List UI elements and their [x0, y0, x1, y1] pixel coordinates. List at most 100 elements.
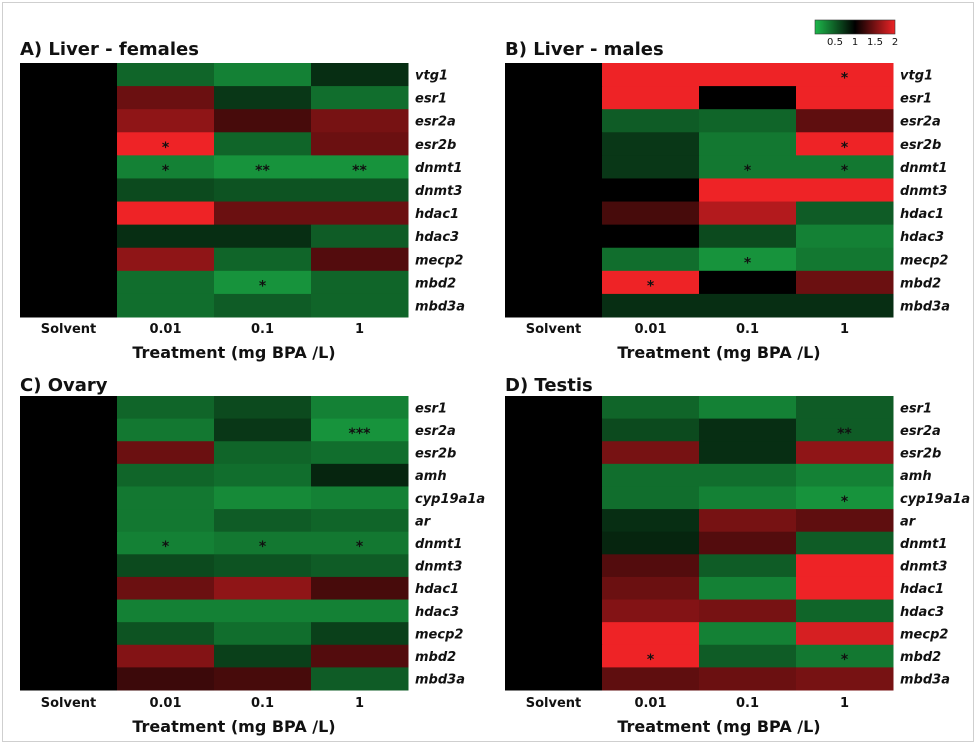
x-tick-label: 0.01: [149, 322, 181, 337]
legend-tick-label: 1: [852, 37, 858, 48]
heatmap-cell: [214, 247, 312, 272]
heatmap-cell: [214, 463, 312, 487]
heatmap-cell: [602, 554, 700, 578]
gene-label: ar: [415, 514, 432, 529]
heatmap-cell: [117, 155, 215, 179]
heatmap-cell: [214, 201, 312, 226]
panel-title: C) Ovary: [20, 375, 108, 396]
heatmap-cell: [311, 418, 409, 442]
heatmap-cell: [602, 270, 700, 295]
gene-label: esr2b: [900, 138, 941, 153]
heatmap-cell: [602, 201, 700, 226]
gene-label: hdac1: [900, 207, 944, 222]
heatmap-cell: [117, 486, 215, 510]
gene-label: esr1: [900, 401, 932, 416]
heatmap-cell: [796, 622, 894, 646]
heatmap-cell: [505, 247, 603, 272]
gene-label: esr1: [415, 401, 447, 416]
heatmap-cell: [117, 224, 215, 249]
gene-label: vtg1: [415, 69, 448, 84]
heatmap-cell: [602, 531, 700, 555]
heatmap-cell: [20, 418, 118, 442]
heatmap-cell: [505, 155, 603, 179]
heatmap-cell: [214, 109, 312, 133]
heatmap-cell: [20, 599, 118, 623]
heatmap-cell: [311, 441, 409, 465]
heatmap-cell: [311, 599, 409, 623]
gene-label: amh: [900, 469, 932, 484]
heatmap-cell: [311, 132, 409, 156]
heatmap-cell: [214, 155, 312, 179]
heatmap-cell: [214, 132, 312, 156]
x-tick-label: 0.01: [634, 696, 666, 711]
heatmap-cell: [699, 531, 797, 555]
heatmap-cell: [602, 86, 700, 110]
significance-marker: *: [841, 71, 849, 87]
heatmap-cell: [796, 63, 894, 87]
heatmap-cell: [214, 396, 312, 420]
heatmap-cell: [20, 576, 118, 601]
x-tick-label: Solvent: [526, 322, 582, 337]
heatmap-cell: [311, 622, 409, 646]
gene-label: hdac3: [900, 605, 944, 620]
gene-label: dnmt1: [415, 537, 462, 552]
significance-marker: *: [647, 652, 655, 668]
gene-label: dnmt3: [415, 560, 462, 575]
heatmap-cell: [699, 201, 797, 226]
heatmap-cell: [117, 63, 215, 87]
heatmap-cell: [796, 486, 894, 510]
significance-marker: **: [352, 163, 367, 179]
x-tick-label: 0.1: [251, 696, 274, 711]
significance-marker: *: [259, 278, 267, 294]
significance-marker: *: [841, 163, 849, 179]
gene-label: hdac1: [415, 207, 459, 222]
x-tick-label: 0.1: [251, 322, 274, 337]
heatmap-cell: [505, 667, 603, 691]
heatmap-cell: [602, 418, 700, 442]
heatmap-cell: [505, 201, 603, 226]
heatmap-cell: [311, 486, 409, 510]
gene-label: ar: [900, 514, 917, 529]
heatmap-cell: [699, 155, 797, 179]
heatmap-cell: [699, 486, 797, 510]
heatmap-cell: [117, 247, 215, 272]
heatmap-cell: [311, 554, 409, 578]
heatmap-cell: [505, 418, 603, 442]
gene-label: mbd2: [900, 650, 941, 665]
heatmap-cell: [20, 178, 118, 203]
heatmap-cell: [214, 486, 312, 510]
heatmap-cell: [699, 178, 797, 203]
heatmap-cell: [505, 531, 603, 555]
heatmap-cell: [117, 531, 215, 555]
heatmap-cell: [699, 644, 797, 668]
gene-label: hdac3: [415, 230, 459, 245]
gene-label: dnmt1: [415, 161, 462, 176]
significance-marker: ***: [349, 426, 372, 442]
heatmap-cell: [699, 599, 797, 623]
heatmap-cell: [117, 86, 215, 110]
heatmap-cell: [214, 599, 312, 623]
panel-liver-males: B) Liver - males * vtg1 esr1 esr2a * esr2b * * dn…: [505, 39, 950, 362]
significance-marker: *: [162, 539, 170, 555]
x-tick-label: 1: [355, 322, 364, 337]
heatmap-cell: [602, 109, 700, 133]
gene-label: dnmt1: [900, 161, 947, 176]
gene-label: esr1: [415, 92, 447, 107]
heatmap-cell: [602, 293, 700, 318]
heatmap-cell: [505, 270, 603, 295]
heatmap-cell: [214, 63, 312, 87]
heatmap-cell: [505, 599, 603, 623]
heatmap-cell: [117, 644, 215, 668]
heatmap-cell: [311, 63, 409, 87]
gene-label: dnmt3: [415, 184, 462, 199]
legend-tick-label: 0.5: [827, 37, 843, 48]
gene-label: mecp2: [900, 627, 948, 642]
gene-label: esr2a: [415, 424, 456, 439]
heatmap-cell: [796, 509, 894, 533]
gene-label: dnmt3: [900, 184, 947, 199]
gene-label: mbd3a: [900, 299, 950, 314]
x-tick-label: 0.01: [149, 696, 181, 711]
